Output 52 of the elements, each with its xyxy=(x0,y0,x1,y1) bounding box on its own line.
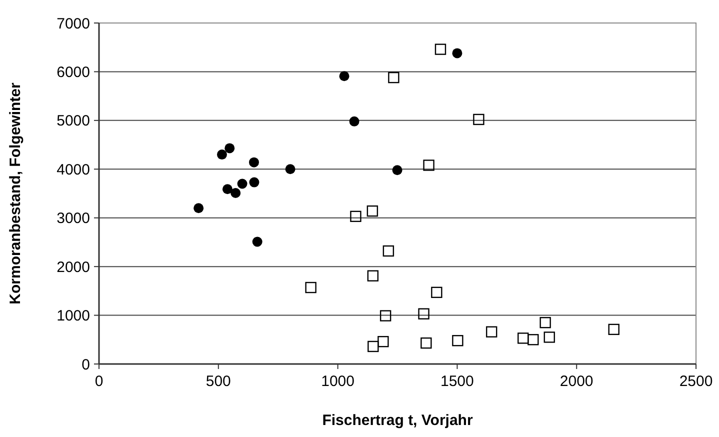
y-tick-label: 3000 xyxy=(56,210,90,228)
point xyxy=(350,210,362,222)
y-axis-title: Kormoranbestand, Folgewinter xyxy=(7,82,24,304)
y-tick-label: 7000 xyxy=(56,15,90,32)
x-tick-label: 0 xyxy=(94,373,104,390)
x-axis-title: Fischertrag t, Vorjahr xyxy=(322,412,473,429)
y-tick-label: 1000 xyxy=(56,308,90,325)
point xyxy=(366,205,378,217)
point xyxy=(608,324,620,336)
point xyxy=(339,71,350,82)
point xyxy=(194,203,204,214)
point xyxy=(452,48,462,58)
point xyxy=(378,336,389,348)
point xyxy=(222,184,232,194)
point xyxy=(285,164,296,174)
point xyxy=(434,44,446,55)
point xyxy=(528,334,539,346)
point xyxy=(420,337,432,349)
point xyxy=(224,143,235,154)
x-tick-label: 2500 xyxy=(679,373,713,390)
point xyxy=(473,114,484,126)
x-tick-label: 500 xyxy=(206,373,231,390)
point xyxy=(252,236,262,247)
point xyxy=(305,282,316,294)
point xyxy=(349,116,360,126)
x-tick-label: 1500 xyxy=(440,373,474,390)
point xyxy=(418,308,430,320)
y-tick-label: 4000 xyxy=(56,161,90,178)
point xyxy=(518,332,529,344)
point xyxy=(486,326,498,338)
point xyxy=(388,72,400,84)
point xyxy=(380,310,392,322)
point xyxy=(248,157,259,168)
point xyxy=(423,160,434,171)
point xyxy=(382,245,394,257)
point xyxy=(540,316,551,328)
point xyxy=(216,150,227,160)
point xyxy=(392,165,402,176)
point xyxy=(237,178,248,189)
point xyxy=(230,188,241,198)
point xyxy=(544,332,555,343)
point xyxy=(367,270,379,282)
y-tick-label: 2000 xyxy=(56,258,90,276)
x-tick-label: 1000 xyxy=(321,373,354,390)
point xyxy=(431,286,442,298)
point xyxy=(249,177,260,188)
point xyxy=(452,335,464,346)
y-tick-label: 6000 xyxy=(56,64,90,81)
y-tick-label: 0 xyxy=(82,356,90,374)
y-tick-label: 5000 xyxy=(56,112,90,130)
x-tick-label: 2000 xyxy=(560,373,594,390)
point xyxy=(368,340,379,352)
